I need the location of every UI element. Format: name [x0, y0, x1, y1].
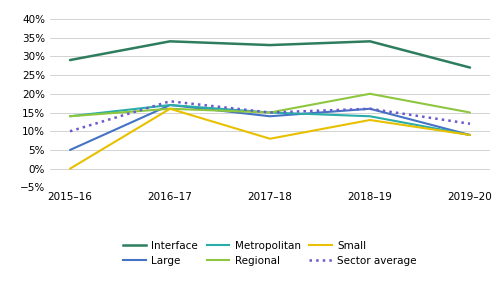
- Metropolitan: [267, 111, 273, 114]
- Line: Metropolitan: Metropolitan: [70, 105, 470, 135]
- Metropolitan: [167, 103, 173, 107]
- Regional: [367, 92, 373, 95]
- Line: Sector average: Sector average: [70, 101, 470, 131]
- Interface: [467, 66, 473, 69]
- Interface: [367, 40, 373, 43]
- Metropolitan: [67, 114, 73, 118]
- Large: [267, 114, 273, 118]
- Line: Small: Small: [70, 109, 470, 169]
- Regional: [67, 114, 73, 118]
- Interface: [267, 43, 273, 47]
- Line: Regional: Regional: [70, 94, 470, 116]
- Small: [67, 167, 73, 170]
- Large: [167, 103, 173, 107]
- Legend: Interface, Large, Metropolitan, Regional, Small, Sector average: Interface, Large, Metropolitan, Regional…: [119, 237, 421, 270]
- Large: [467, 133, 473, 137]
- Interface: [167, 40, 173, 43]
- Interface: [67, 58, 73, 62]
- Sector average: [167, 100, 173, 103]
- Regional: [467, 111, 473, 114]
- Sector average: [467, 122, 473, 126]
- Large: [67, 148, 73, 152]
- Sector average: [267, 111, 273, 114]
- Line: Interface: Interface: [70, 41, 470, 68]
- Small: [267, 137, 273, 141]
- Large: [367, 107, 373, 110]
- Small: [367, 118, 373, 122]
- Regional: [267, 111, 273, 114]
- Sector average: [367, 107, 373, 110]
- Small: [467, 133, 473, 137]
- Line: Large: Large: [70, 105, 470, 150]
- Small: [167, 107, 173, 110]
- Regional: [167, 107, 173, 110]
- Sector average: [67, 130, 73, 133]
- Metropolitan: [367, 114, 373, 118]
- Metropolitan: [467, 133, 473, 137]
